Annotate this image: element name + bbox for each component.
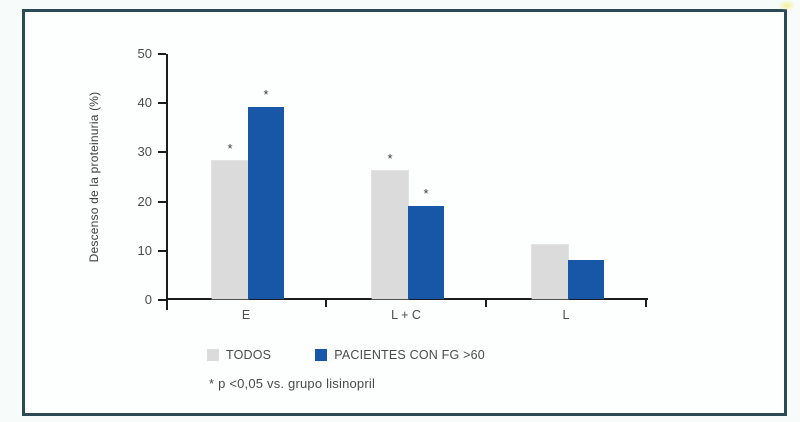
y-tick bbox=[158, 200, 166, 203]
x-tick bbox=[485, 300, 487, 307]
legend-label-todos: TODOS bbox=[226, 348, 272, 362]
legend-item-todos: TODOS bbox=[207, 348, 271, 362]
legend: TODOS PACIENTES CON FG >60 bbox=[207, 348, 529, 362]
significance-marker-pacientes-con-fg-60-l-c: * bbox=[423, 185, 429, 201]
y-tick bbox=[158, 53, 166, 55]
y-tick-label: 30 bbox=[137, 144, 152, 160]
legend-swatch-pacientes-con-fg-60 bbox=[315, 349, 328, 361]
category-label-e: E bbox=[241, 308, 251, 322]
legend-label-pacientes-con-fg-60: PACIENTES CON FG >60 bbox=[334, 348, 485, 362]
significance-marker-todos-e: * bbox=[227, 141, 233, 157]
y-tick bbox=[158, 102, 166, 105]
legend-item-pacientes-con-fg-60: PACIENTES CON FG >60 bbox=[315, 348, 485, 362]
significance-marker-todos-l-c: * bbox=[387, 151, 393, 167]
bar-pacientes-con-fg-60-e bbox=[248, 107, 284, 299]
bar-todos-l bbox=[532, 244, 568, 299]
bar-pacientes-con-fg-60-l bbox=[568, 259, 604, 299]
bar-todos-e bbox=[212, 161, 248, 299]
y-tick-label: 0 bbox=[144, 292, 152, 307]
bar-pacientes-con-fg-60-l-c bbox=[408, 205, 444, 299]
category-label-l: L bbox=[562, 308, 570, 322]
legend-swatch-todos bbox=[207, 349, 219, 361]
x-tick bbox=[645, 300, 647, 307]
y-axis-line bbox=[166, 54, 168, 310]
y-tick-label: 20 bbox=[137, 193, 152, 209]
plot-area: 0 10 20 30 40 50 * * E * * L + C L bbox=[138, 46, 648, 322]
figure-frame: Descenso de la proteinuria (%) 0 10 20 30 40… bbox=[22, 9, 787, 416]
y-tick-label: 10 bbox=[137, 242, 152, 258]
significance-footnote: * p <0,05 vs. grupo lisinopril bbox=[209, 376, 376, 391]
y-tick-label: 40 bbox=[137, 95, 152, 111]
x-tick bbox=[325, 300, 327, 307]
category-label-l-c: L + C bbox=[391, 308, 421, 322]
y-tick bbox=[158, 151, 166, 154]
significance-marker-pacientes-con-fg-60-e: * bbox=[263, 87, 269, 103]
y-tick bbox=[158, 299, 166, 301]
x-axis-line bbox=[166, 298, 648, 300]
y-tick-label: 50 bbox=[137, 46, 152, 61]
y-axis-title: Descenso de la proteinuria (%) bbox=[87, 91, 101, 263]
bar-todos-l-c bbox=[372, 171, 408, 299]
y-tick bbox=[158, 249, 166, 252]
